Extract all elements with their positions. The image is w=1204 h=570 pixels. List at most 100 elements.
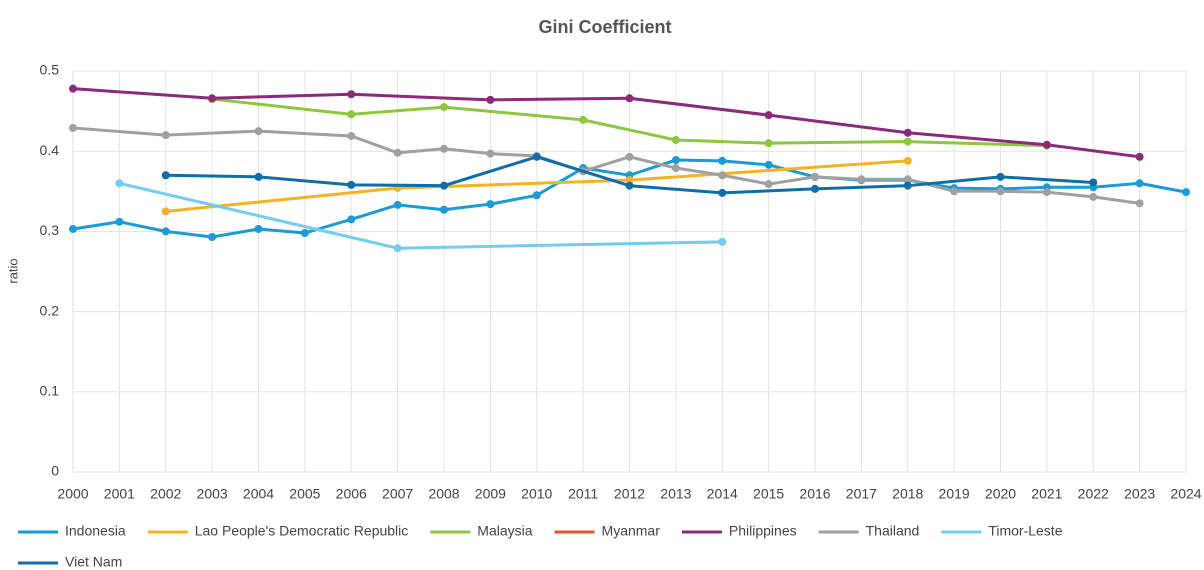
legend-label: Timor-Leste (988, 523, 1062, 539)
x-tick-label: 2016 (799, 486, 830, 502)
x-tick-label: 2010 (521, 486, 552, 502)
data-point (903, 128, 912, 137)
x-tick-label: 2004 (243, 486, 274, 502)
x-tick-label: 2012 (614, 486, 645, 502)
x-tick-label: 2022 (1078, 486, 1109, 502)
x-tick-label: 2006 (336, 486, 367, 502)
x-tick-label: 2009 (475, 486, 506, 502)
x-tick-label: 2005 (289, 486, 320, 502)
data-point (1182, 188, 1190, 197)
data-point (161, 207, 170, 216)
data-point (254, 224, 263, 233)
data-point (208, 94, 217, 103)
data-point (161, 131, 170, 140)
data-point (1089, 192, 1098, 201)
data-point (161, 171, 170, 180)
data-point (347, 215, 356, 224)
y-tick-label: 0.1 (40, 383, 60, 399)
data-point (161, 227, 170, 236)
data-point (764, 139, 773, 148)
data-point (718, 171, 727, 180)
data-point (625, 94, 634, 103)
x-tick-label: 2019 (939, 486, 970, 502)
data-point (718, 188, 727, 197)
data-point (1135, 179, 1144, 188)
data-point (440, 144, 448, 153)
data-point (347, 131, 356, 140)
data-point (347, 90, 356, 99)
data-point (69, 84, 77, 93)
data-point (208, 233, 217, 242)
x-tick-label: 2013 (660, 486, 691, 502)
data-point (115, 217, 124, 226)
x-tick-label: 2015 (753, 486, 784, 502)
data-point (718, 237, 727, 246)
x-tick-label: 2020 (985, 486, 1016, 502)
data-point (115, 179, 124, 188)
data-point (764, 180, 773, 189)
x-tick-label: 2008 (428, 486, 459, 502)
data-point (764, 160, 773, 169)
data-point (486, 95, 495, 104)
legend-label: Indonesia (65, 523, 126, 539)
data-point (857, 175, 866, 184)
data-point (1042, 188, 1051, 197)
data-point (903, 156, 912, 165)
legend-label: Thailand (866, 523, 920, 539)
y-tick-label: 0.2 (40, 302, 60, 318)
legend-label: Myanmar (602, 523, 661, 539)
data-point (532, 191, 541, 200)
data-point (811, 172, 819, 181)
data-point (440, 103, 448, 112)
data-point (393, 200, 402, 209)
x-tick-label: 2021 (1031, 486, 1062, 502)
data-point (903, 175, 912, 184)
chart-title: Gini Coefficient (538, 17, 671, 37)
x-tick-label: 2024 (1170, 486, 1201, 502)
legend-label: Lao People's Democratic Republic (195, 523, 409, 539)
data-point (903, 137, 912, 146)
data-point (393, 148, 402, 157)
data-point (718, 156, 727, 165)
data-point (393, 244, 402, 253)
x-tick-label: 2007 (382, 486, 413, 502)
data-point (347, 110, 356, 119)
data-point (69, 123, 77, 132)
series-line (72, 87, 1140, 159)
x-tick-label: 2014 (707, 486, 738, 502)
data-point (671, 164, 680, 173)
data-point (671, 135, 680, 144)
x-tick-label: 2018 (892, 486, 923, 502)
data-point (486, 200, 495, 209)
data-point (347, 180, 356, 189)
data-point (1089, 178, 1098, 187)
data-point (1135, 199, 1144, 208)
x-tick-label: 2023 (1124, 486, 1155, 502)
y-tick-label: 0 (51, 463, 59, 479)
y-tick-label: 0.5 (40, 62, 60, 78)
data-point (903, 181, 912, 190)
data-point (579, 115, 588, 124)
data-point (625, 176, 634, 185)
x-tick-label: 2000 (57, 486, 88, 502)
series-line (165, 159, 908, 213)
data-point (625, 152, 634, 161)
data-point (950, 187, 959, 196)
x-tick-label: 2001 (104, 486, 135, 502)
data-point (440, 181, 448, 190)
data-point (625, 181, 634, 190)
x-tick-label: 2003 (197, 486, 228, 502)
series-line (211, 97, 1047, 148)
data-point (254, 127, 263, 136)
data-point (811, 184, 819, 193)
y-tick-label: 0.3 (40, 222, 60, 238)
legend-label: Viet Nam (65, 554, 122, 570)
x-tick-label: 2002 (150, 486, 181, 502)
data-point (764, 111, 773, 120)
data-point (486, 149, 495, 158)
y-tick-label: 0.4 (40, 142, 60, 158)
legend-label: Philippines (729, 523, 797, 539)
x-tick-label: 2011 (568, 486, 598, 502)
data-point (300, 229, 309, 238)
